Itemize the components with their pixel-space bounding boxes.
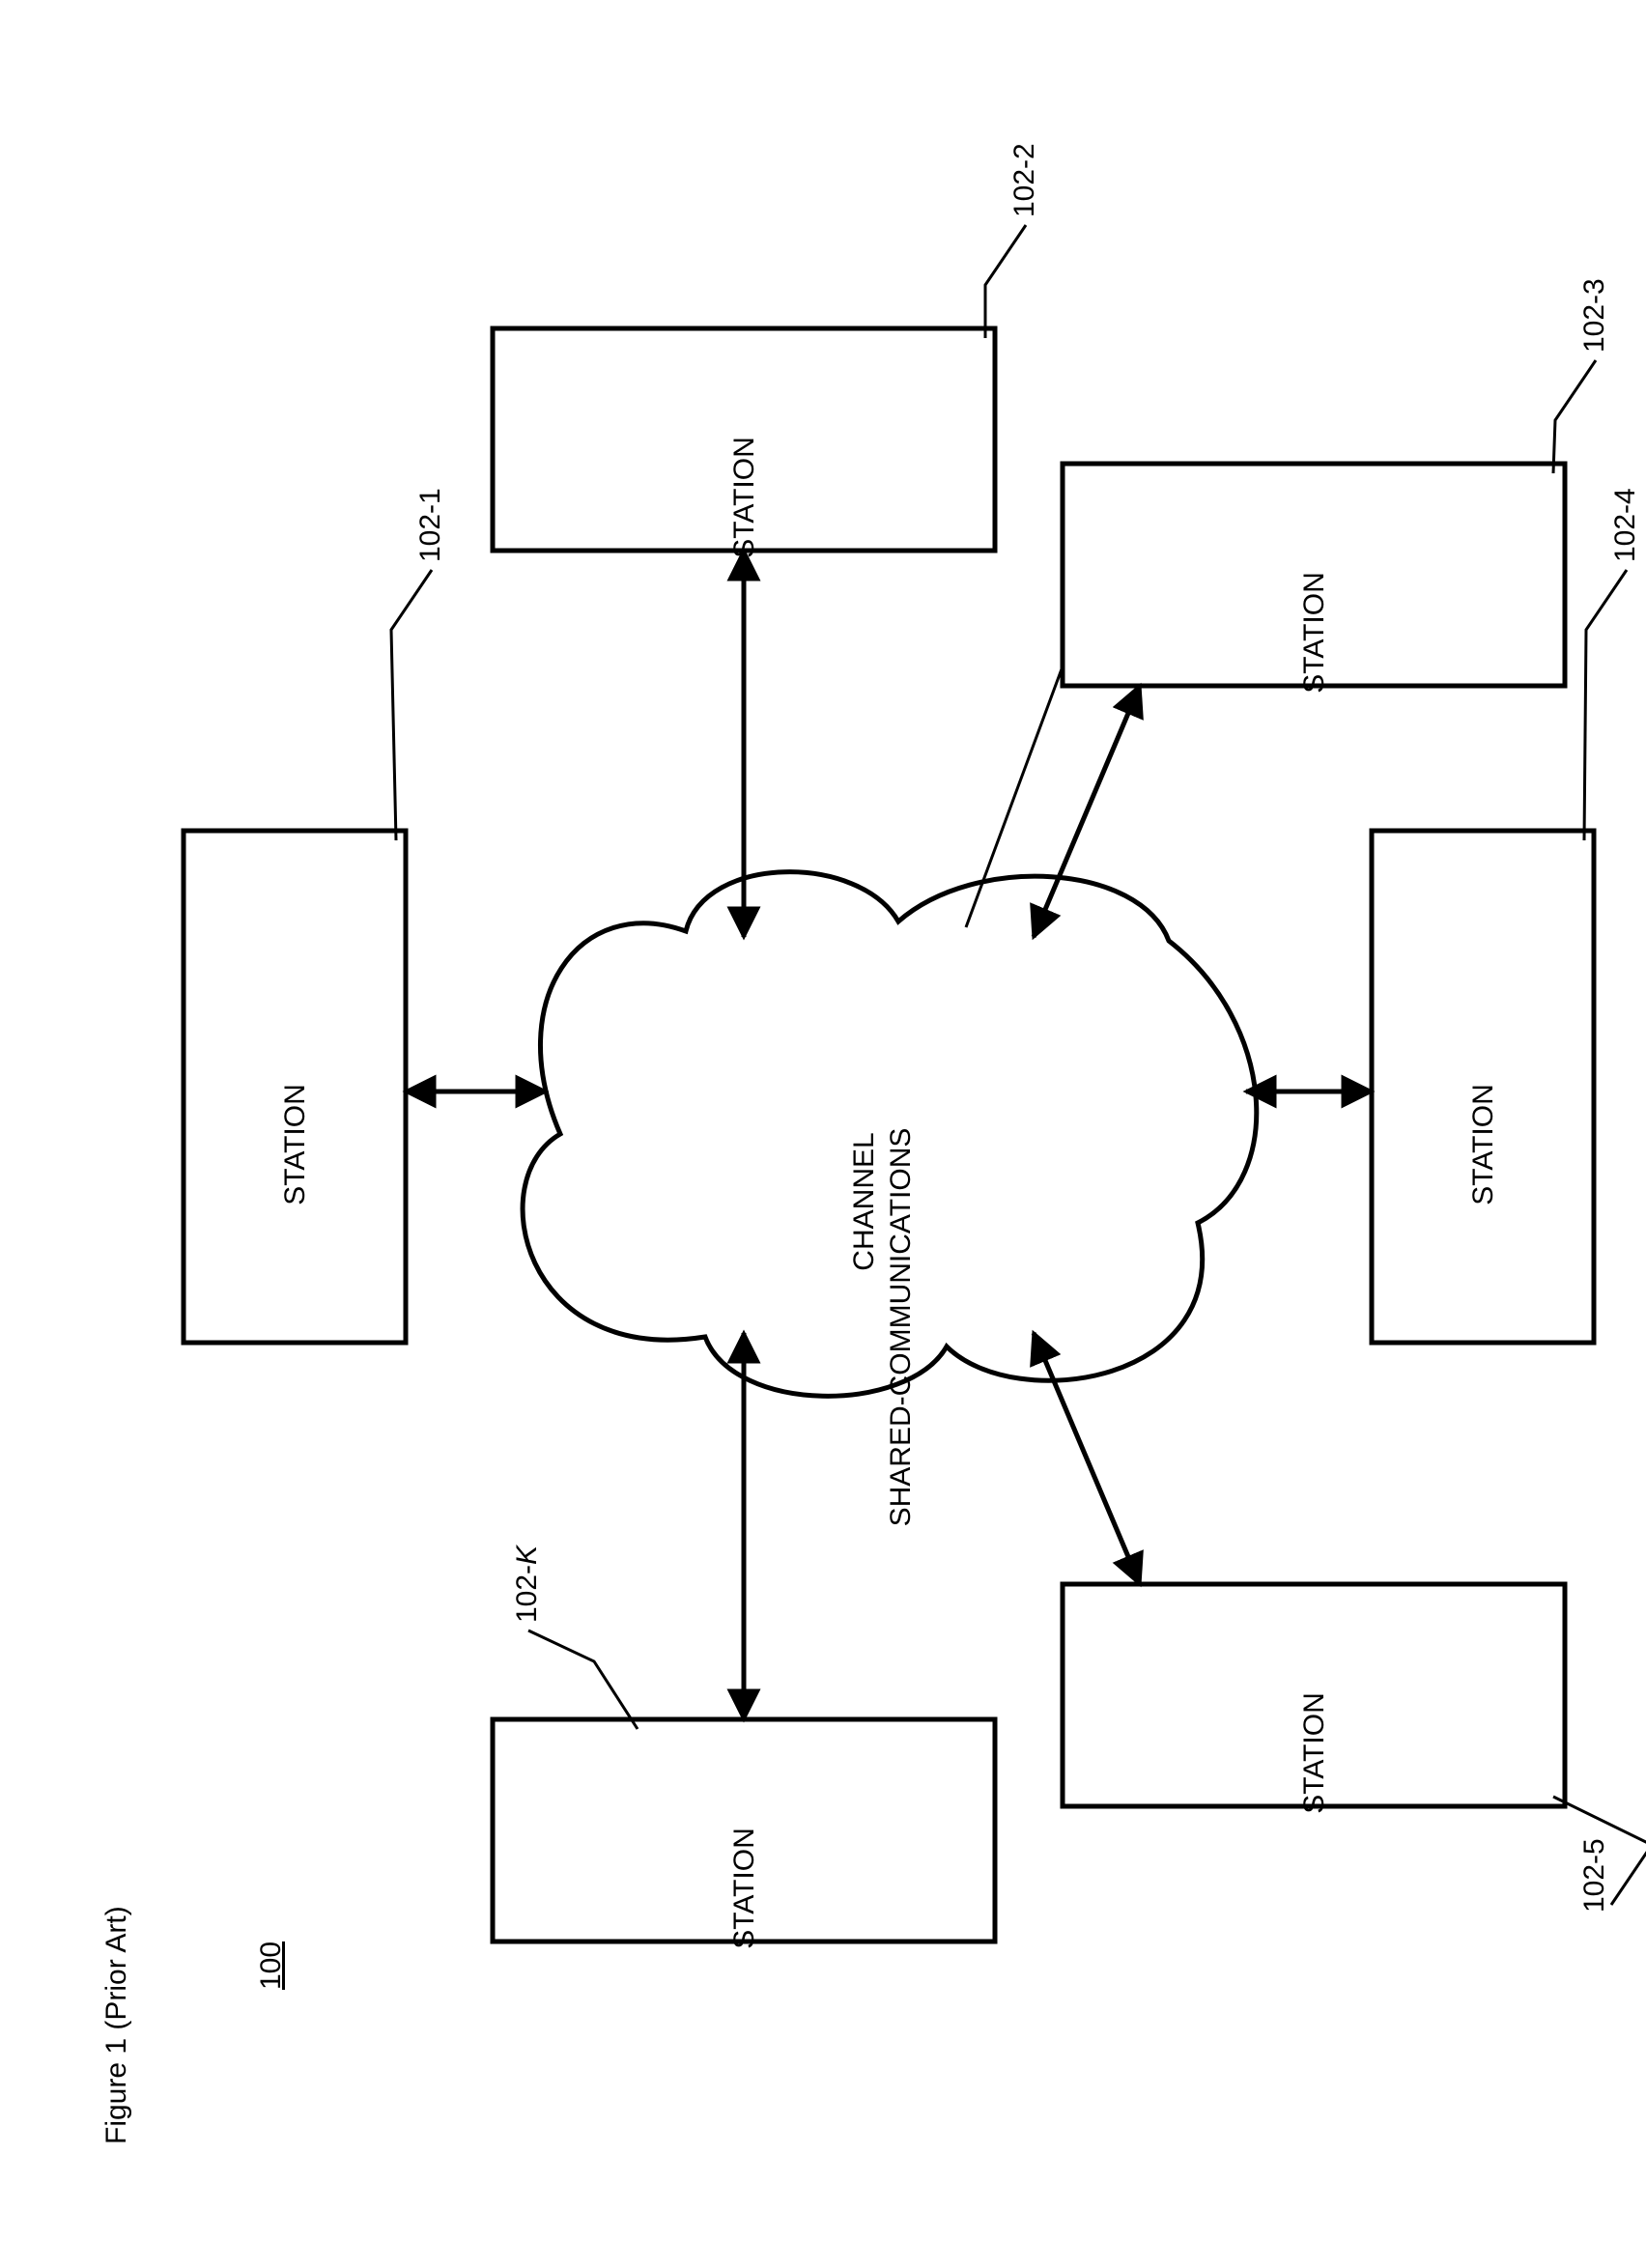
station-label-102-5: STATION — [1298, 1692, 1330, 1814]
figure-ref-number: 100 — [255, 1942, 287, 1990]
station-callout-text-102-1: 102-1 — [414, 488, 446, 562]
station-callout-leader-102-4 — [1584, 570, 1627, 840]
station-callout-leader-102-K — [528, 1630, 638, 1729]
station-label-102-K: STATION — [728, 1828, 760, 1949]
station-label-102-2: STATION — [728, 437, 760, 558]
station-label-102-3: STATION — [1298, 572, 1330, 694]
station-callout-leader-102-3 — [1553, 360, 1596, 473]
station-callout-leader-102-2 — [985, 225, 1026, 338]
station-callout-text-102-K: 102-K — [511, 1544, 543, 1623]
cloud-label-line1: SHARED-COMMUNICATIONS — [885, 1128, 917, 1527]
station-callout-text-102-4: 102-4 — [1609, 488, 1641, 562]
station-label-102-4: STATION — [1467, 1084, 1499, 1205]
station-label-102-1: STATION — [279, 1084, 311, 1205]
figure-caption: Figure 1 (Prior Art) — [100, 1906, 132, 2144]
station-callout-text-102-2: 102-2 — [1008, 143, 1040, 217]
station-callout-text-102-3: 102-3 — [1578, 278, 1610, 353]
station-callout-leader-102-1 — [391, 570, 432, 840]
cloud-label-line2: CHANNEL — [848, 1132, 880, 1270]
station-callout-text-102-5: 102-5 — [1578, 1838, 1610, 1913]
